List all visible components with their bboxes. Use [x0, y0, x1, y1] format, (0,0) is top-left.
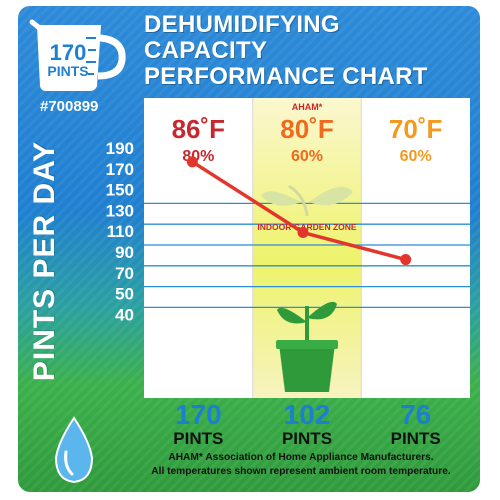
footnote-line: All temperatures shown represent ambient… [151, 466, 451, 477]
plant-leaf-right [307, 301, 337, 320]
title-line-1: DEHUMIDIFYING [144, 11, 340, 38]
plant-pot-rim [276, 340, 338, 349]
category-labels: AHAM*86˚F80%80˚F60%70˚F60% [172, 102, 443, 165]
model-number: #700899 [40, 98, 99, 115]
water-drop-shape [54, 416, 94, 484]
y-tick-label: 90 [115, 243, 134, 262]
chart-card: 190 170 150 130 110 90 70 50 40 INDOOR GARDEN ZO… [18, 6, 480, 492]
y-tick-label: 130 [106, 201, 134, 220]
result-unit: PINTS [391, 429, 441, 448]
plant-illustration: INDOOR GARDEN ZONE [257, 184, 357, 392]
humidity-label: 60% [400, 148, 432, 165]
y-axis-label: PINTS PER DAY [26, 126, 64, 396]
data-point [400, 254, 412, 266]
y-tick-label: 150 [106, 181, 134, 200]
capacity-number: 170 [49, 40, 87, 65]
chart-title: DEHUMIDIFYING CAPACITY PERFORMANCE CHART [144, 12, 474, 90]
temperature-label: 86˚F [172, 114, 225, 144]
aham-note: AHAM* [292, 102, 323, 112]
y-axis-label-text: PINTS PER DAY [28, 140, 62, 382]
result-value: 170 [175, 399, 222, 430]
data-point [186, 156, 198, 168]
title-line-2: CAPACITY [144, 37, 268, 64]
data-series [186, 156, 412, 266]
measuring-jug-icon: 170 PINTS [28, 16, 132, 94]
water-drop-highlight [64, 450, 74, 476]
y-tick-label: 190 [106, 139, 134, 158]
result-value: 76 [400, 399, 431, 430]
plant-pot [279, 344, 335, 392]
footnote: AHAM* Association of Home Appliance Manu… [151, 452, 451, 477]
humidity-label: 60% [291, 148, 323, 165]
plant-leaf-left [277, 307, 307, 324]
y-tick-label: 170 [106, 160, 134, 179]
result-unit: PINTS [173, 429, 223, 448]
y-tick-label: 40 [115, 305, 134, 324]
sprout-stem [288, 184, 309, 217]
result-unit: PINTS [282, 429, 332, 448]
temperature-label: 80˚F [280, 114, 333, 144]
plot-panel [144, 98, 470, 398]
y-tick-label: 50 [115, 285, 134, 304]
title-line-3: PERFORMANCE CHART [144, 63, 428, 90]
y-tick-label: 70 [115, 264, 134, 283]
temperature-label: 70˚F [389, 114, 442, 144]
indoor-garden-zone-label: INDOOR GARDEN ZONE [257, 222, 357, 232]
sprout-leaf-right [309, 186, 353, 206]
data-point [297, 227, 309, 239]
water-drop-icon [54, 416, 94, 484]
sprout-leaf-left [261, 191, 301, 206]
capacity-unit: PINTS [47, 63, 89, 79]
result-value: 102 [284, 399, 331, 430]
footnote-line: AHAM* Association of Home Appliance Manu… [168, 452, 433, 463]
y-tick-label: 110 [107, 222, 134, 241]
